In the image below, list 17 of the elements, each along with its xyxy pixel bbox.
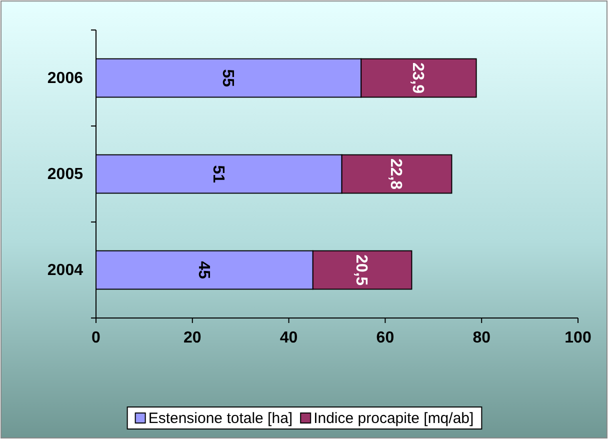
y-tick-label: 2005 xyxy=(47,166,84,184)
data-label: 23,9 xyxy=(409,62,426,94)
x-tick-label: 0 xyxy=(92,329,101,346)
x-tick-label: 100 xyxy=(564,329,592,346)
data-label: 20,5 xyxy=(352,254,370,286)
x-tick-label: 80 xyxy=(472,329,491,346)
legend-label: Estensione totale [ha] xyxy=(148,410,293,427)
data-label: 51 xyxy=(209,165,226,183)
y-tick-label: 2004 xyxy=(47,262,84,280)
data-label: 45 xyxy=(194,261,212,279)
legend-label: Indice procapite [mq/ab] xyxy=(314,410,474,427)
y-tick-label: 2006 xyxy=(47,70,84,88)
x-tick-label: 20 xyxy=(184,329,202,346)
data-label: 22,8 xyxy=(387,158,404,190)
x-tick-label: 60 xyxy=(376,329,394,346)
x-tick-label: 40 xyxy=(280,329,298,346)
data-label: 55 xyxy=(218,69,236,87)
